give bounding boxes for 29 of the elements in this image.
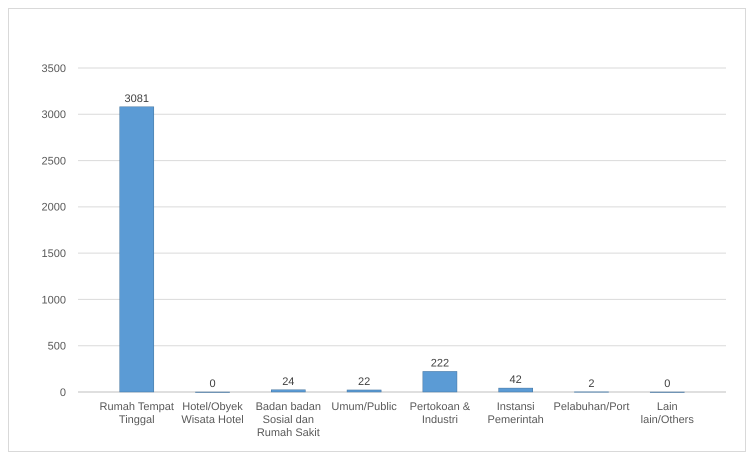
x-tick-label: Badan badan Sosial dan Rumah Sakit xyxy=(256,401,322,439)
y-tick-label: 1000 xyxy=(42,294,66,306)
y-tick-label: 2000 xyxy=(42,202,66,214)
bar xyxy=(119,106,154,392)
y-tick-label: 1500 xyxy=(42,248,66,260)
bar xyxy=(271,390,306,392)
bar xyxy=(346,390,382,392)
data-label: 2 xyxy=(588,378,595,390)
x-tick-label: Pelabuhan/Port xyxy=(554,401,630,413)
y-tick-label: 2500 xyxy=(42,155,66,168)
x-tick-label: Pertokoan & Industri xyxy=(410,401,471,426)
x-tick-label: Instansi Pemerintah xyxy=(488,401,544,426)
x-tick-label: Lain lain/Others xyxy=(640,401,694,426)
x-tick-label: Rumah Tempat Tinggal xyxy=(100,401,174,426)
x-tick-label: Hotel/Obyek Wisata Hotel xyxy=(181,401,244,426)
y-tick-label: 3000 xyxy=(42,109,66,122)
data-label: 222 xyxy=(430,357,450,370)
bar xyxy=(422,371,458,392)
data-label: 3081 xyxy=(124,92,149,105)
y-tick-label: 0 xyxy=(60,386,66,399)
data-label: 22 xyxy=(358,376,370,388)
data-label: 0 xyxy=(209,378,216,390)
bar xyxy=(498,388,533,392)
data-label: 0 xyxy=(664,378,670,390)
data-label: 42 xyxy=(510,374,522,386)
data-label: 24 xyxy=(282,376,294,388)
y-tick-label: 500 xyxy=(48,340,66,353)
x-tick-label: Umum/Public xyxy=(331,401,398,413)
y-tick-label: 3500 xyxy=(42,62,66,75)
